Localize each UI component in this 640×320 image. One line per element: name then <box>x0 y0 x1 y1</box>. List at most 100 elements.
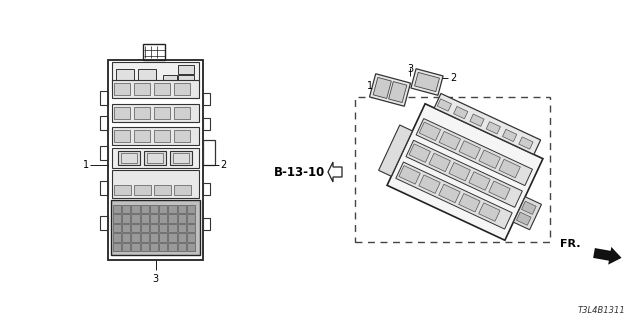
Polygon shape <box>399 166 420 184</box>
Bar <box>159 243 167 251</box>
Bar <box>203 218 210 230</box>
Bar <box>154 107 170 119</box>
Polygon shape <box>419 122 440 140</box>
Bar <box>203 93 210 105</box>
Polygon shape <box>409 144 431 162</box>
Polygon shape <box>502 129 516 141</box>
Bar <box>154 130 170 142</box>
Bar <box>112 104 199 122</box>
Bar <box>134 130 150 142</box>
Bar <box>178 65 194 74</box>
Polygon shape <box>522 201 536 214</box>
Polygon shape <box>459 141 481 159</box>
Bar <box>168 205 177 213</box>
Bar <box>100 181 108 195</box>
Polygon shape <box>470 114 484 126</box>
Text: B-13-10: B-13-10 <box>274 165 325 179</box>
Bar <box>112 127 199 145</box>
Polygon shape <box>469 172 490 190</box>
Text: FR.: FR. <box>560 239 580 249</box>
Bar <box>150 214 158 223</box>
Bar <box>187 243 195 251</box>
Bar <box>112 62 199 88</box>
Polygon shape <box>593 247 621 265</box>
Bar <box>187 205 195 213</box>
Bar <box>122 205 131 213</box>
Bar <box>114 83 130 95</box>
Polygon shape <box>415 72 440 92</box>
Bar <box>134 185 151 195</box>
Bar <box>178 75 194 85</box>
Bar <box>203 140 215 165</box>
Bar <box>121 153 137 163</box>
Polygon shape <box>396 162 512 229</box>
Polygon shape <box>379 125 412 176</box>
Bar <box>177 214 186 223</box>
Bar <box>122 224 131 232</box>
Bar <box>122 233 131 242</box>
Bar <box>131 233 140 242</box>
Bar <box>187 233 195 242</box>
Polygon shape <box>411 69 443 95</box>
Bar <box>141 224 149 232</box>
Polygon shape <box>406 140 522 207</box>
Bar <box>159 205 167 213</box>
Polygon shape <box>513 197 541 230</box>
Bar <box>134 83 150 95</box>
Bar <box>131 205 140 213</box>
Polygon shape <box>486 122 500 134</box>
Polygon shape <box>439 184 460 203</box>
Bar <box>114 130 130 142</box>
Polygon shape <box>416 118 532 186</box>
Text: 2: 2 <box>220 160 226 170</box>
Bar <box>150 224 158 232</box>
Bar <box>159 214 167 223</box>
Polygon shape <box>328 162 342 182</box>
Text: T3L4B1311: T3L4B1311 <box>577 306 625 315</box>
Bar <box>114 107 130 119</box>
Bar <box>150 205 158 213</box>
Bar <box>168 214 177 223</box>
Polygon shape <box>387 104 543 240</box>
Text: 2: 2 <box>450 73 456 83</box>
Bar <box>141 214 149 223</box>
Bar <box>174 185 191 195</box>
Polygon shape <box>419 175 440 193</box>
Bar <box>163 75 177 85</box>
Bar <box>138 69 156 83</box>
Polygon shape <box>454 107 468 119</box>
Bar <box>174 83 190 95</box>
Bar <box>113 214 121 223</box>
Text: 3: 3 <box>407 64 413 74</box>
Bar <box>177 243 186 251</box>
Bar <box>131 224 140 232</box>
Bar <box>134 107 150 119</box>
Polygon shape <box>489 181 510 200</box>
Bar <box>168 224 177 232</box>
Bar <box>174 130 190 142</box>
Bar <box>100 91 108 105</box>
Bar <box>112 148 199 168</box>
Bar <box>150 243 158 251</box>
Polygon shape <box>373 77 392 99</box>
Bar <box>154 185 171 195</box>
Polygon shape <box>516 212 531 225</box>
Bar <box>170 151 192 165</box>
Bar <box>150 233 158 242</box>
Bar <box>100 146 108 160</box>
Bar <box>159 224 167 232</box>
Bar <box>168 233 177 242</box>
Bar <box>108 60 203 260</box>
Polygon shape <box>479 203 500 221</box>
Bar <box>141 205 149 213</box>
Polygon shape <box>439 132 461 150</box>
Bar <box>187 224 195 232</box>
Text: 3: 3 <box>152 274 159 284</box>
Bar <box>177 224 186 232</box>
Bar <box>112 170 199 198</box>
Bar <box>122 243 131 251</box>
Bar <box>113 224 121 232</box>
Polygon shape <box>429 153 451 172</box>
Bar <box>144 151 166 165</box>
Polygon shape <box>437 99 451 111</box>
